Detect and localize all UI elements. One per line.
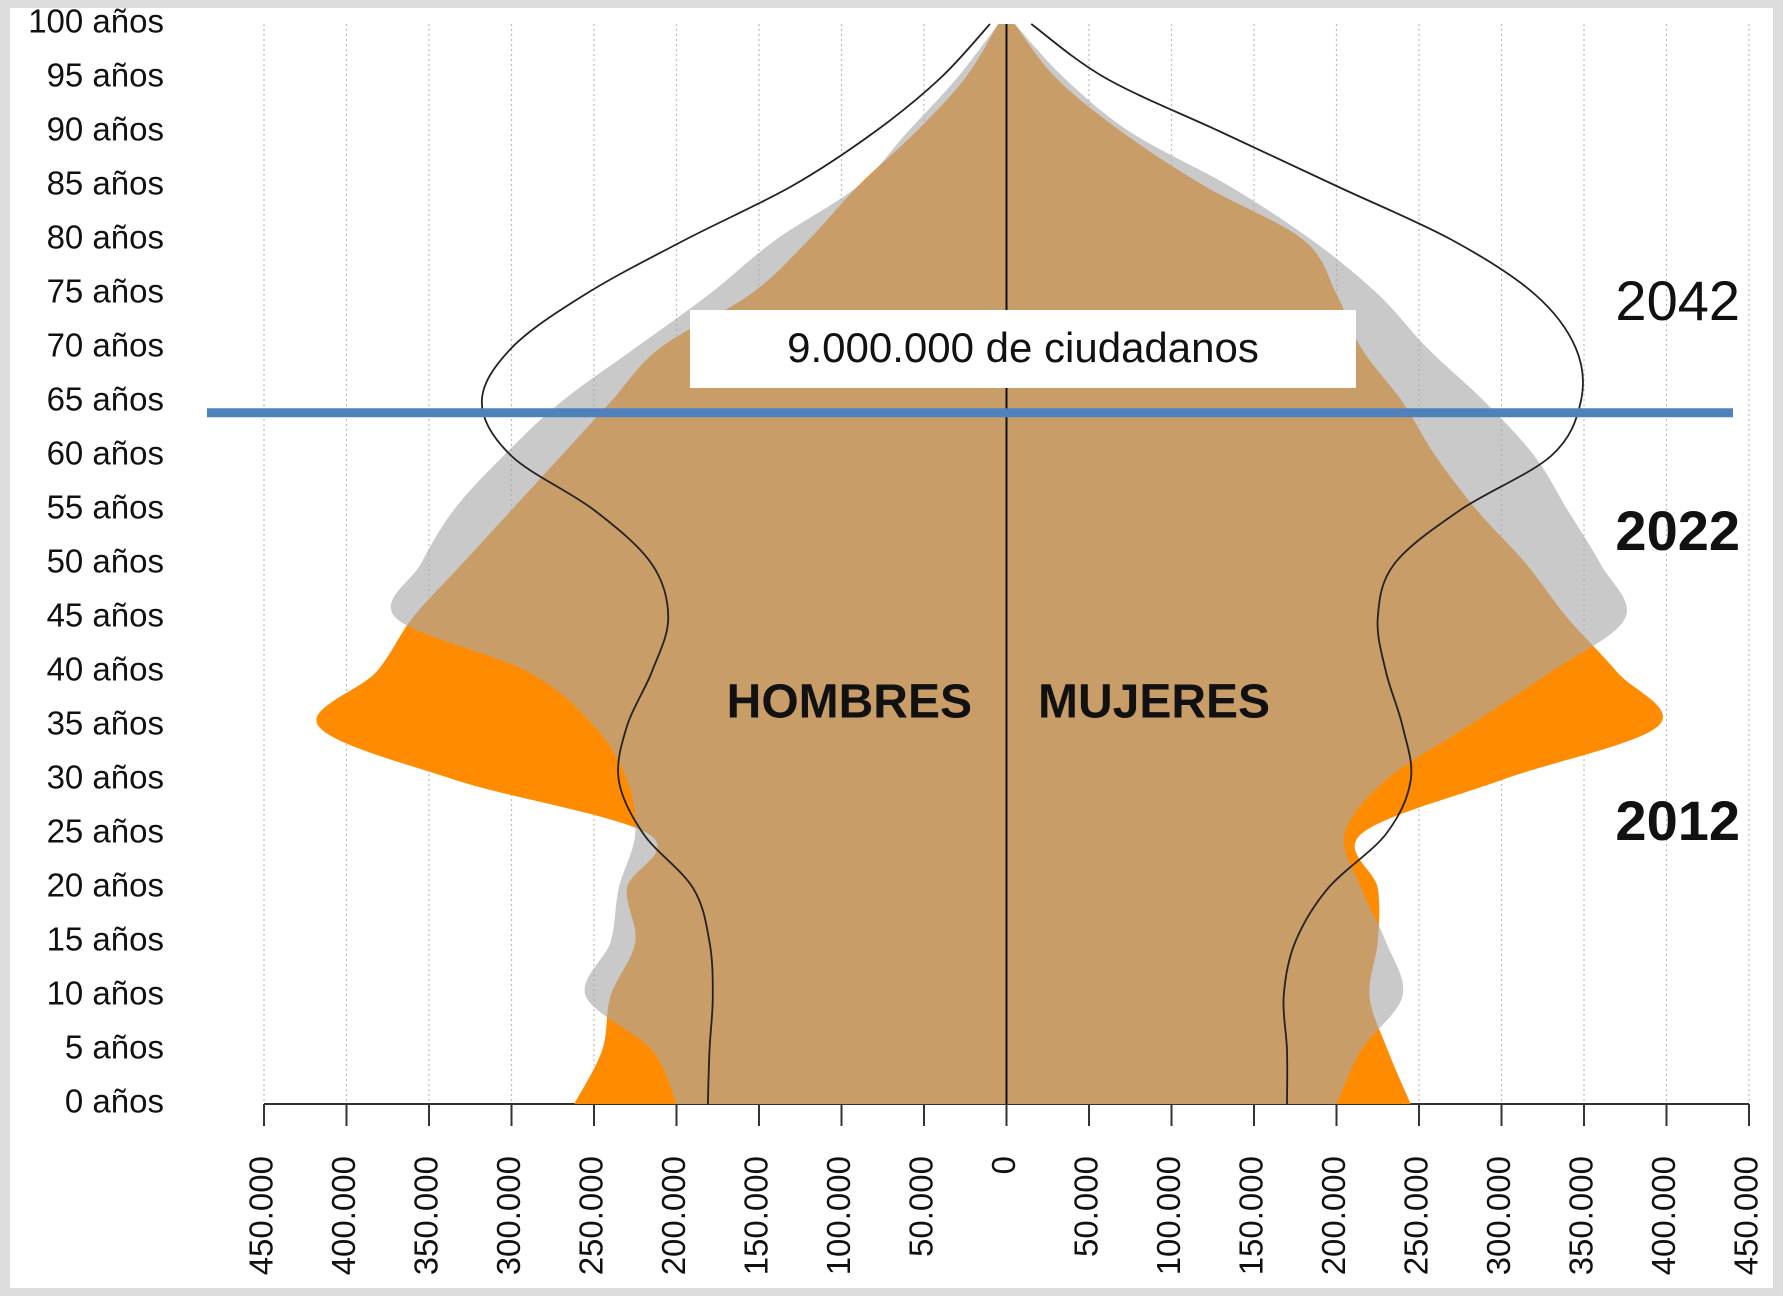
y-tick-label: 20 años [47, 867, 164, 904]
y-tick-label: 0 años [65, 1083, 164, 1120]
y-tick-label: 60 años [47, 435, 164, 472]
y-tick-label: 85 años [47, 165, 164, 202]
y-tick-label: 15 años [47, 921, 164, 958]
y-tick-label: 40 años [47, 651, 164, 688]
population-area [390, 24, 1007, 1104]
population-area [1006, 24, 1627, 1104]
x-tick-label: 350.000 [1563, 1156, 1600, 1275]
x-tick-label: 250.000 [573, 1156, 610, 1275]
x-tick-label: 50.000 [903, 1156, 940, 1257]
y-tick-label: 90 años [47, 111, 164, 148]
x-tick-label: 450.000 [243, 1156, 280, 1275]
y-tick-label: 65 años [47, 381, 164, 418]
y-tick-label: 10 años [47, 975, 164, 1012]
x-tick-label: 0 [985, 1156, 1022, 1174]
y-tick-label: 75 años [47, 273, 164, 310]
population-line [480, 23, 991, 1105]
x-tick-label: 50.000 [1068, 1156, 1105, 1257]
legend-label: 2042 [1615, 269, 1740, 332]
legend-label: 2022 [1615, 499, 1740, 562]
y-tick-label: 35 años [47, 705, 164, 742]
y-tick-label: 30 años [47, 759, 164, 796]
y-tick-label: 50 años [47, 543, 164, 580]
men-label: HOMBRES [727, 676, 972, 729]
y-tick-label: 25 años [47, 813, 164, 850]
x-tick-label: 200.000 [1315, 1156, 1352, 1275]
x-tick-label: 150.000 [738, 1156, 775, 1275]
population-line [1030, 23, 1584, 1105]
x-tick-label: 300.000 [1480, 1156, 1517, 1275]
y-tick-label: 70 años [47, 327, 164, 364]
legend-label: 2012 [1615, 789, 1740, 852]
annotation-box [690, 310, 1356, 388]
y-tick-label: 100 años [28, 3, 164, 40]
x-tick-label: 350.000 [408, 1156, 445, 1275]
y-tick-label: 55 años [47, 489, 164, 526]
x-tick-label: 400.000 [325, 1156, 362, 1275]
x-tick-label: 450.000 [1728, 1156, 1765, 1275]
y-tick-label: 95 años [47, 57, 164, 94]
x-tick-label: 100.000 [820, 1156, 857, 1275]
y-tick-label: 5 años [65, 1029, 164, 1066]
x-tick-label: 100.000 [1150, 1156, 1187, 1275]
x-tick-label: 400.000 [1645, 1156, 1682, 1275]
women-label: MUJERES [1038, 676, 1270, 729]
y-tick-label: 80 años [47, 219, 164, 256]
y-tick-label: 45 años [47, 597, 164, 634]
x-tick-label: 150.000 [1233, 1156, 1270, 1275]
x-tick-label: 200.000 [655, 1156, 692, 1275]
annotation: 9.000.000 de ciudadanos [787, 324, 1259, 371]
x-tick-label: 250.000 [1398, 1156, 1435, 1275]
x-tick-label: 300.000 [490, 1156, 527, 1275]
